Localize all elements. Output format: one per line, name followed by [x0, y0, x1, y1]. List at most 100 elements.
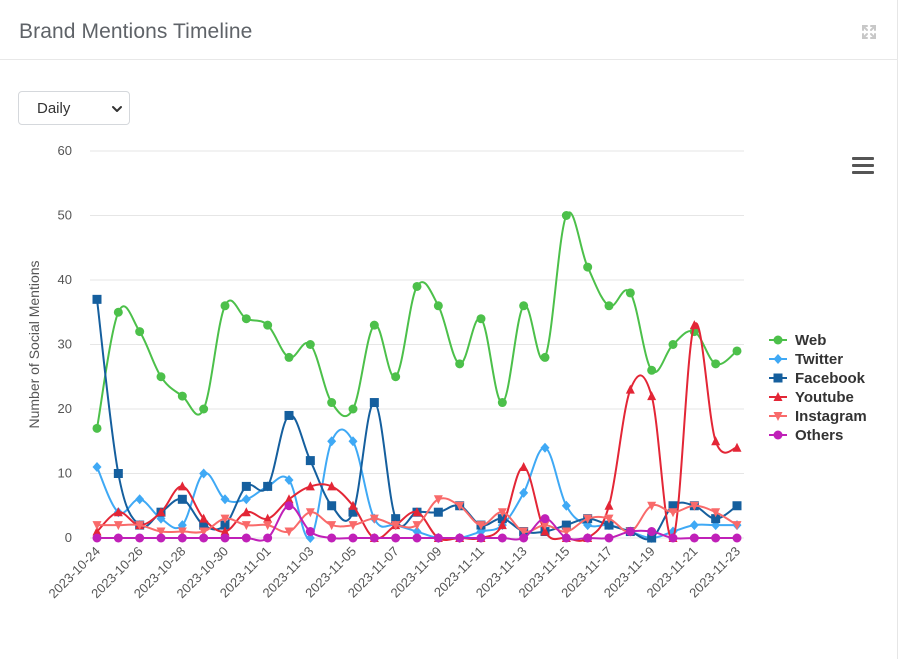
- data-point-twitter[interactable]: [412, 526, 422, 537]
- data-point-web[interactable]: [583, 262, 593, 272]
- data-point-web[interactable]: [604, 301, 614, 311]
- data-point-youtube[interactable]: [540, 526, 550, 536]
- data-point-web[interactable]: [391, 372, 401, 382]
- data-point-instagram[interactable]: [519, 527, 529, 537]
- data-point-others[interactable]: [433, 533, 443, 543]
- legend-item-facebook[interactable]: Facebook: [769, 370, 866, 387]
- data-point-youtube[interactable]: [732, 442, 742, 452]
- data-point-web[interactable]: [732, 346, 742, 356]
- data-point-facebook[interactable]: [668, 501, 678, 511]
- data-point-others[interactable]: [412, 533, 422, 543]
- data-point-others[interactable]: [583, 533, 593, 543]
- data-point-web[interactable]: [284, 352, 294, 362]
- data-point-youtube[interactable]: [220, 526, 230, 536]
- data-point-others[interactable]: [156, 533, 166, 543]
- data-point-web[interactable]: [561, 211, 571, 220]
- data-point-twitter[interactable]: [284, 474, 294, 485]
- data-point-facebook[interactable]: [433, 507, 443, 517]
- legend-item-youtube[interactable]: Youtube: [769, 389, 854, 406]
- data-point-facebook[interactable]: [199, 520, 209, 530]
- data-point-instagram[interactable]: [647, 501, 657, 511]
- data-point-instagram[interactable]: [305, 508, 315, 518]
- data-point-twitter[interactable]: [689, 520, 699, 531]
- data-point-twitter[interactable]: [241, 494, 251, 505]
- data-point-instagram[interactable]: [135, 521, 145, 531]
- data-point-instagram[interactable]: [241, 521, 251, 531]
- data-point-others[interactable]: [647, 527, 657, 537]
- data-point-web[interactable]: [711, 359, 721, 369]
- data-point-instagram[interactable]: [156, 527, 166, 537]
- data-point-youtube[interactable]: [263, 513, 273, 523]
- data-point-youtube[interactable]: [177, 481, 187, 491]
- expand-arrows-icon[interactable]: [861, 24, 877, 40]
- data-point-web[interactable]: [305, 340, 315, 349]
- data-point-instagram[interactable]: [604, 514, 614, 524]
- series-line-web[interactable]: [96, 211, 738, 429]
- legend-item-twitter[interactable]: Twitter: [769, 351, 843, 368]
- data-point-youtube[interactable]: [92, 526, 102, 536]
- data-point-web[interactable]: [647, 365, 657, 375]
- data-point-youtube[interactable]: [199, 513, 209, 523]
- data-point-twitter[interactable]: [199, 468, 209, 479]
- interval-select[interactable]: Daily: [18, 91, 130, 125]
- data-point-youtube[interactable]: [497, 520, 507, 530]
- data-point-youtube[interactable]: [348, 500, 358, 510]
- data-point-twitter[interactable]: [348, 436, 358, 447]
- data-point-others[interactable]: [711, 533, 721, 543]
- data-point-instagram[interactable]: [561, 527, 571, 537]
- data-point-facebook[interactable]: [604, 520, 614, 530]
- data-point-others[interactable]: [369, 533, 379, 543]
- data-point-instagram[interactable]: [412, 521, 422, 531]
- data-point-facebook[interactable]: [327, 501, 337, 511]
- data-point-facebook[interactable]: [92, 294, 102, 304]
- data-point-youtube[interactable]: [689, 320, 699, 330]
- data-point-instagram[interactable]: [369, 514, 379, 524]
- data-point-facebook[interactable]: [241, 481, 251, 491]
- data-point-instagram[interactable]: [113, 521, 123, 531]
- data-point-web[interactable]: [241, 314, 251, 324]
- data-point-instagram[interactable]: [689, 501, 699, 511]
- data-point-instagram[interactable]: [284, 527, 294, 537]
- data-point-twitter[interactable]: [220, 494, 230, 505]
- data-point-web[interactable]: [220, 301, 230, 311]
- data-point-instagram[interactable]: [476, 521, 486, 531]
- data-point-youtube[interactable]: [113, 507, 123, 517]
- data-point-instagram[interactable]: [583, 514, 593, 524]
- data-point-web[interactable]: [433, 301, 443, 311]
- data-point-others[interactable]: [220, 533, 230, 543]
- data-point-facebook[interactable]: [732, 501, 742, 511]
- data-point-twitter[interactable]: [327, 436, 337, 447]
- data-point-web[interactable]: [199, 404, 209, 414]
- data-point-youtube[interactable]: [625, 384, 635, 394]
- data-point-youtube[interactable]: [519, 462, 529, 472]
- data-point-facebook[interactable]: [711, 514, 721, 524]
- data-point-instagram[interactable]: [348, 521, 358, 531]
- data-point-facebook[interactable]: [647, 533, 657, 543]
- data-point-instagram[interactable]: [220, 514, 230, 524]
- data-point-web[interactable]: [263, 320, 273, 330]
- data-point-web[interactable]: [135, 327, 145, 337]
- data-point-youtube[interactable]: [284, 494, 294, 504]
- data-point-others[interactable]: [348, 533, 358, 543]
- data-point-twitter[interactable]: [561, 500, 571, 511]
- data-point-youtube[interactable]: [327, 481, 337, 491]
- data-point-facebook[interactable]: [369, 398, 379, 408]
- data-point-twitter[interactable]: [135, 494, 145, 505]
- data-point-facebook[interactable]: [284, 410, 294, 420]
- data-point-web[interactable]: [625, 288, 635, 298]
- data-point-facebook[interactable]: [177, 494, 187, 504]
- data-point-instagram[interactable]: [391, 521, 401, 531]
- data-point-twitter[interactable]: [540, 442, 550, 453]
- data-point-web[interactable]: [497, 398, 507, 408]
- data-point-youtube[interactable]: [647, 391, 657, 401]
- data-point-others[interactable]: [241, 533, 251, 543]
- data-point-web[interactable]: [412, 281, 422, 291]
- legend-item-web[interactable]: Web: [769, 332, 826, 349]
- data-point-others[interactable]: [732, 533, 742, 543]
- data-point-facebook[interactable]: [263, 481, 273, 491]
- data-point-others[interactable]: [455, 533, 465, 543]
- data-point-facebook[interactable]: [220, 520, 230, 530]
- data-point-youtube[interactable]: [412, 507, 422, 517]
- data-point-others[interactable]: [92, 533, 102, 543]
- data-point-instagram[interactable]: [668, 508, 678, 518]
